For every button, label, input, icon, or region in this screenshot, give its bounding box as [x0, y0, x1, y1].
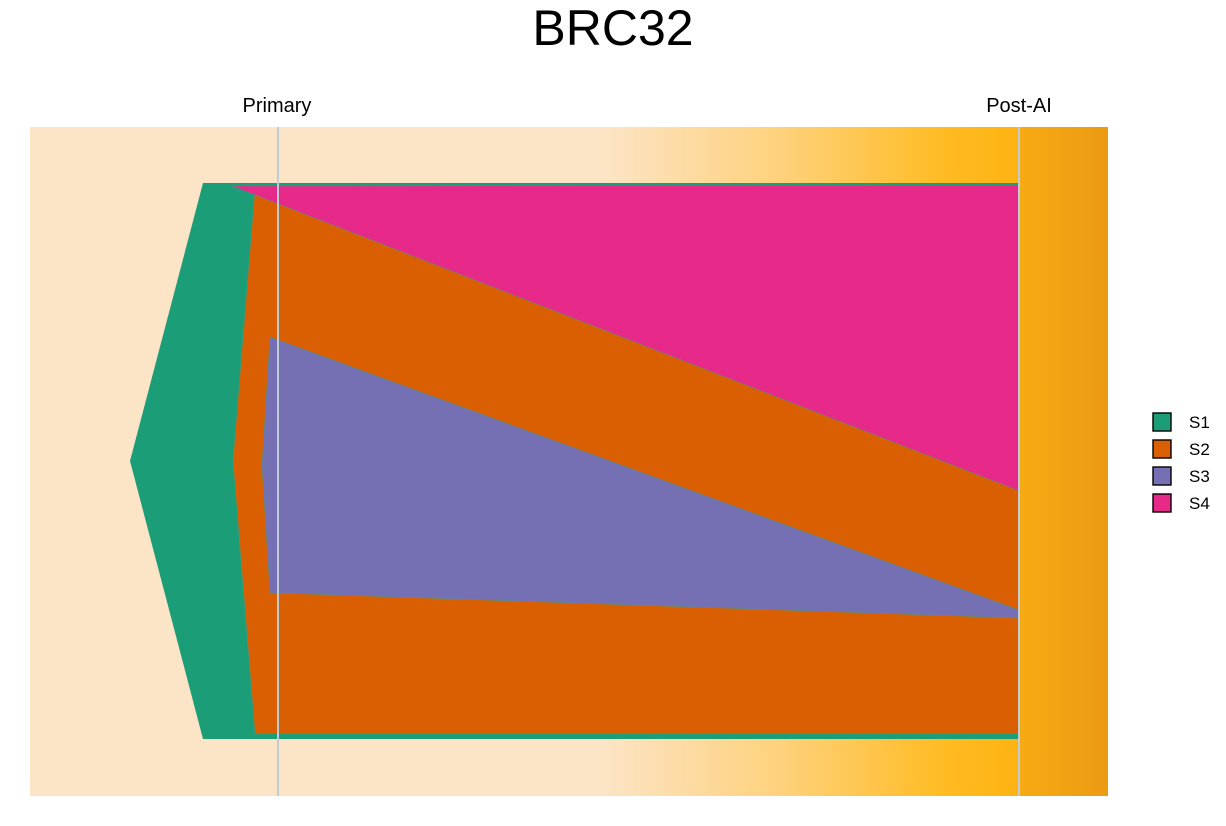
legend-label-s3: S3: [1189, 467, 1210, 486]
legend-swatch-s2: [1152, 439, 1172, 459]
chart-title: BRC32: [532, 0, 693, 56]
legend-label-s1: S1: [1189, 413, 1210, 432]
legend-swatch-s1: [1152, 412, 1172, 432]
legend-swatch-s4: [1152, 493, 1172, 513]
timepoint-label-post-ai: Post-AI: [986, 95, 1052, 117]
timepoint-label-primary: Primary: [243, 95, 312, 117]
legend: S1 S2 S3 S4: [1152, 412, 1210, 513]
clone-layer: [130, 183, 1020, 739]
legend-swatch-s3: [1152, 466, 1172, 486]
legend-label-s2: S2: [1189, 440, 1210, 459]
legend-label-s4: S4: [1189, 494, 1210, 513]
